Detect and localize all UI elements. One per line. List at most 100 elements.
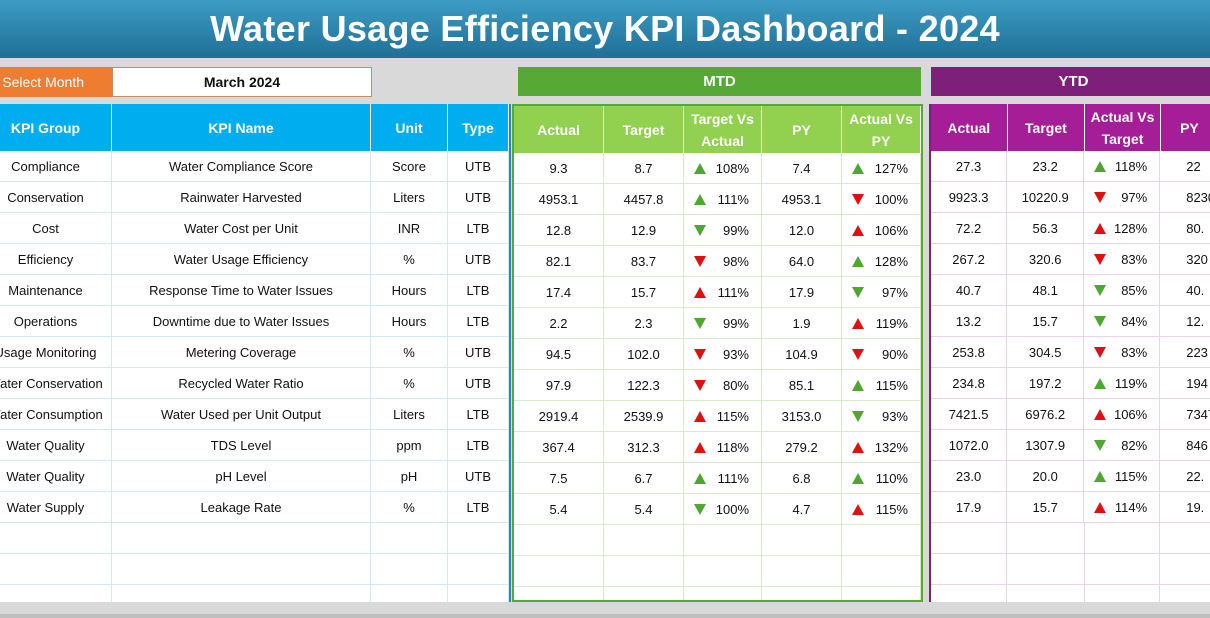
mtd-actual-cell: 17.4 xyxy=(514,277,604,307)
table-row: Cost Water Cost per Unit INR LTB xyxy=(0,213,509,244)
mtd-actual-vs-py-cell: 93% xyxy=(842,401,921,431)
ytd-py-cell: 320 xyxy=(1160,244,1210,274)
table-row xyxy=(931,585,1210,602)
ytd-actual-cell: 7421.5 xyxy=(931,399,1008,429)
trend-arrow-icon xyxy=(852,162,864,174)
ytd-py-cell: 7347 xyxy=(1160,399,1210,429)
percent-value: 83% xyxy=(1121,251,1148,267)
trend-arrow-icon xyxy=(694,162,706,174)
ytd-actual-cell xyxy=(931,585,1008,602)
unit-cell: Score xyxy=(371,151,448,181)
percent-value: 118% xyxy=(716,439,749,455)
percent-value: 115% xyxy=(875,501,908,517)
header-kpi-name: KPI Name xyxy=(112,104,371,151)
ytd-actual-vs-target-cell: 97% xyxy=(1084,182,1161,212)
percent-value: 111% xyxy=(717,191,749,207)
mtd-target-cell: 5.4 xyxy=(604,494,684,524)
ytd-table: Actual Target Actual Vs Target PY 27.3 23… xyxy=(929,104,1210,602)
mtd-target-vs-actual-cell: 111% xyxy=(684,184,762,214)
unit-cell: Liters xyxy=(371,182,448,212)
percent-value: 128% xyxy=(874,253,908,269)
kpi-name-cell: Rainwater Harvested xyxy=(112,182,371,212)
mtd-actual-cell xyxy=(514,556,604,586)
ytd-actual-vs-target-cell: 82% xyxy=(1084,430,1161,460)
mtd-actual-cell: 5.4 xyxy=(514,494,604,524)
mtd-target-vs-actual-cell xyxy=(684,525,762,555)
mtd-target-vs-actual-cell: 108% xyxy=(684,153,762,183)
kpi-group-cell xyxy=(0,585,112,602)
mtd-target-cell: 2.3 xyxy=(604,308,684,338)
mtd-target-cell: 312.3 xyxy=(604,432,684,462)
trend-arrow-icon xyxy=(1094,222,1107,234)
mtd-actual-vs-py-cell: 132% xyxy=(842,432,921,462)
ytd-actual-cell xyxy=(931,554,1008,584)
ytd-actual-cell: 72.2 xyxy=(931,213,1008,243)
ytd-actual-cell: 17.9 xyxy=(931,492,1008,522)
header-kpi-group: KPI Group xyxy=(0,104,112,151)
kpi-group-cell: Water Quality xyxy=(0,430,112,460)
percent-value: 127% xyxy=(874,160,908,176)
mtd-target-vs-actual-cell: 118% xyxy=(684,432,762,462)
ytd-target-cell: 20.0 xyxy=(1007,461,1085,491)
kpi-group-cell: Water Supply xyxy=(0,492,112,522)
mtd-target-cell: 122.3 xyxy=(604,370,684,400)
percent-value: 115% xyxy=(1114,468,1148,484)
trend-arrow-icon xyxy=(852,379,864,391)
trend-arrow-icon xyxy=(1094,191,1107,203)
select-month-label[interactable]: Select Month xyxy=(0,67,112,97)
type-cell: LTB xyxy=(448,492,509,522)
mtd-target-cell: 15.7 xyxy=(604,277,684,307)
table-row: Efficiency Water Usage Efficiency% UTB xyxy=(0,244,509,275)
kpi-group-cell: Conservation xyxy=(0,182,112,212)
trend-arrow-icon xyxy=(852,255,864,267)
trend-arrow-icon xyxy=(694,286,706,298)
mtd-py-cell: 64.0 xyxy=(762,246,842,276)
ytd-py-cell: 22. xyxy=(1160,461,1210,491)
ytd-target-cell: 197.2 xyxy=(1007,368,1085,398)
ytd-py-cell: 80. xyxy=(1160,213,1210,243)
unit-cell: pH xyxy=(371,461,448,491)
mtd-header-target: Target xyxy=(604,106,684,153)
kpi-info-table: KPI Group KPI Name Unit Type Compliance W… xyxy=(0,104,511,602)
percent-value: 106% xyxy=(1113,406,1148,422)
table-row xyxy=(0,523,509,554)
percent-value: 115% xyxy=(875,377,908,393)
mtd-py-cell: 279.2 xyxy=(762,432,842,462)
kpi-group-cell: Water Conservation xyxy=(0,368,112,398)
percent-value: 99% xyxy=(722,315,749,331)
kpi-group-cell: Operations xyxy=(0,306,112,336)
unit-cell: ppm xyxy=(371,430,448,460)
mtd-py-cell xyxy=(762,587,842,600)
trend-arrow-icon xyxy=(1094,315,1107,327)
mtd-target-cell: 102.0 xyxy=(604,339,684,369)
mtd-py-cell: 7.4 xyxy=(762,153,842,183)
bottom-divider xyxy=(0,614,1210,618)
percent-value: 128% xyxy=(1113,220,1148,236)
table-row: 7.5 6.7 111% 6.8 110% xyxy=(514,463,921,494)
month-selector[interactable]: March 2024 xyxy=(112,67,372,97)
mtd-target-cell: 12.9 xyxy=(604,215,684,245)
trend-arrow-icon xyxy=(694,317,706,329)
trend-arrow-icon xyxy=(852,410,864,422)
percent-value: 119% xyxy=(1114,375,1148,391)
percent-value: 99% xyxy=(722,222,749,238)
trend-arrow-icon xyxy=(1094,501,1107,513)
percent-value: 118% xyxy=(1114,158,1148,174)
unit-cell: Liters xyxy=(371,399,448,429)
percent-value: 110% xyxy=(875,470,908,486)
mtd-actual-vs-py-cell: 106% xyxy=(842,215,921,245)
table-row: Maintenance Response Time to Water Issues… xyxy=(0,275,509,306)
unit-cell: % xyxy=(371,337,448,367)
percent-value: 114% xyxy=(1114,499,1148,515)
ytd-actual-cell: 234.8 xyxy=(931,368,1008,398)
ytd-actual-cell: 13.2 xyxy=(931,306,1008,336)
percent-value: 93% xyxy=(722,346,749,362)
mtd-target-cell: 8.7 xyxy=(604,153,684,183)
percent-value: 97% xyxy=(881,284,908,300)
kpi-group-cell: Usage Monitoring xyxy=(0,337,112,367)
table-row: 94.5 102.0 93% 104.9 90% xyxy=(514,339,921,370)
mtd-header-target-vs-actual: Target Vs Actual xyxy=(684,106,762,153)
trend-arrow-icon xyxy=(1094,377,1107,389)
